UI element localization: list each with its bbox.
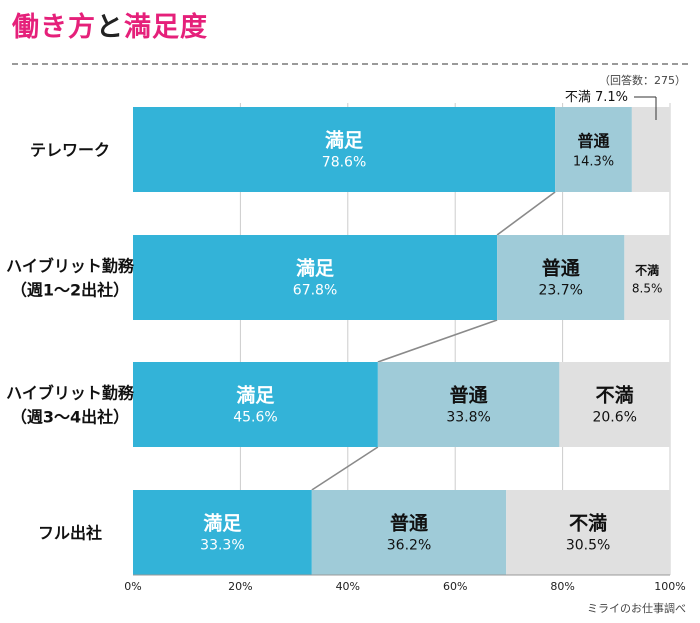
connector-line <box>311 446 379 491</box>
segment-value-label: 67.8% <box>293 283 337 299</box>
segment-value-label: 8.5% <box>632 282 663 296</box>
bar-segment-neutral <box>497 235 625 320</box>
segment-value-label: 23.7% <box>538 283 582 299</box>
bar-segment-neutral <box>377 362 560 447</box>
bar-segment-neutral <box>555 107 632 192</box>
x-tick-label: 100% <box>654 580 685 593</box>
x-tick-label: 20% <box>228 580 252 593</box>
bar-segment-dissatisfied <box>559 362 670 447</box>
segment-name-label: 満足 <box>203 513 242 535</box>
segment-name-label: 不満 <box>635 263 659 278</box>
bar-segment-satisfied <box>133 107 556 192</box>
sample-size-note: （回答数：275） <box>599 74 686 87</box>
segment-name-label: 不満 <box>596 385 634 407</box>
segment-value-label: 33.8% <box>446 410 490 426</box>
x-tick-label: 0% <box>124 580 141 593</box>
category-label: ハイブリット勤務 <box>6 257 135 276</box>
annotation-label: 不満 7.1% <box>565 90 628 105</box>
segment-value-label: 36.2% <box>387 538 431 554</box>
segment-name-label: 普通 <box>450 384 489 407</box>
segment-value-label: 33.3% <box>200 538 244 554</box>
segment-name-label: 普通 <box>542 257 581 280</box>
bar-segment-dissatisfied <box>624 235 670 320</box>
bar-segment-dissatisfied <box>506 490 670 575</box>
segment-name-label: 不満 <box>569 513 607 535</box>
bar-segment-satisfied <box>133 235 498 320</box>
x-tick-label: 60% <box>443 580 467 593</box>
x-tick-label: 80% <box>550 580 574 593</box>
chart-title: 働き方と満足度 <box>12 8 208 48</box>
bar-segment-neutral <box>311 490 507 575</box>
segment-name-label: 満足 <box>236 385 275 407</box>
segment-value-label: 30.5% <box>566 538 610 554</box>
segment-value-label: 45.6% <box>233 410 277 426</box>
category-label: （週1〜2出社） <box>11 281 129 300</box>
bar-segment-satisfied <box>133 490 312 575</box>
category-label: フル出社 <box>38 524 102 543</box>
source-note: ミライのお仕事調べ <box>587 602 686 615</box>
category-label: テレワーク <box>30 141 110 160</box>
segment-name-label: 満足 <box>296 258 335 280</box>
x-tick-label: 40% <box>336 580 360 593</box>
connector-line <box>496 191 556 236</box>
title-part-1: 働き方 <box>12 12 96 43</box>
title-part-2: と <box>96 12 124 43</box>
segment-value-label: 20.6% <box>592 410 636 426</box>
segment-name-label: 普通 <box>577 132 609 151</box>
connector-line <box>377 319 498 363</box>
segment-value-label: 78.6% <box>322 155 366 171</box>
bar-segment-satisfied <box>133 362 378 447</box>
segment-name-label: 満足 <box>325 130 364 152</box>
category-label: ハイブリット勤務 <box>6 384 135 403</box>
segment-value-label: 14.3% <box>573 155 614 170</box>
title-divider <box>12 63 688 65</box>
title-part-3: 満足度 <box>124 12 208 43</box>
bar-segment-dissatisfied <box>631 107 670 192</box>
segment-name-label: 普通 <box>390 512 429 535</box>
category-label: （週3〜4出社） <box>11 408 129 427</box>
